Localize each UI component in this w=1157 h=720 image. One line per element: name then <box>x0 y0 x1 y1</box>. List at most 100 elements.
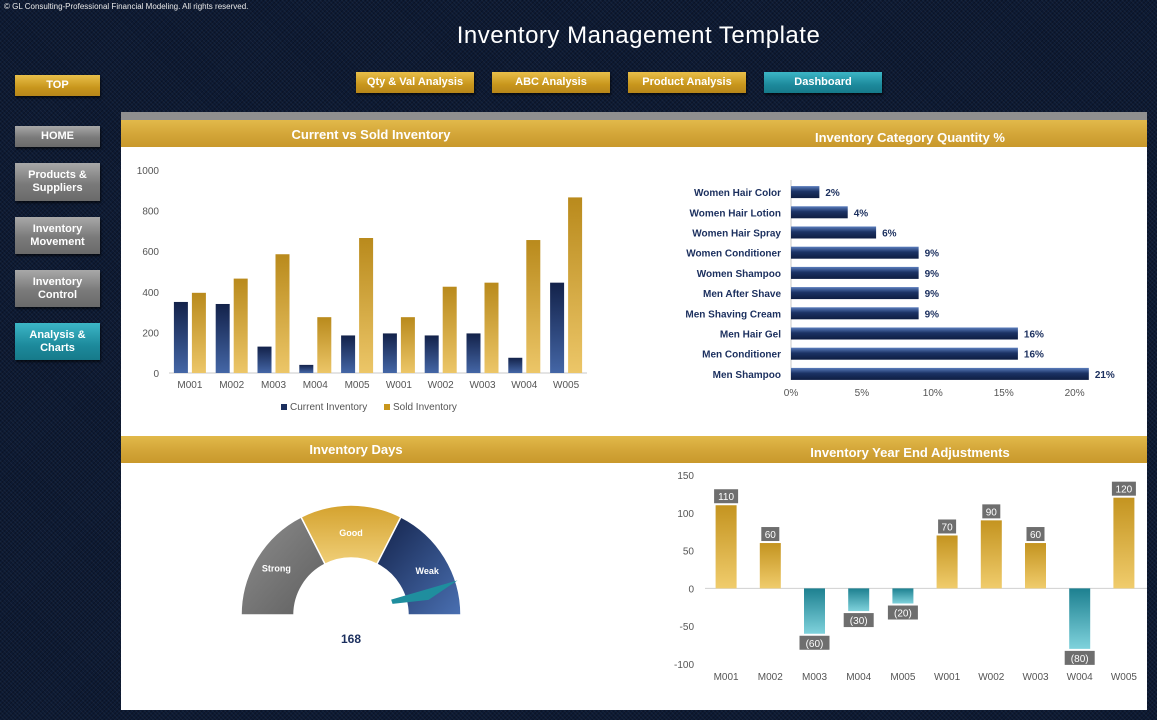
adjustment-value-label: 70 <box>942 522 954 533</box>
category-label: Men Shampoo <box>713 370 781 381</box>
category-bar <box>791 206 848 219</box>
x-tick-label: W002 <box>978 672 1005 683</box>
adjustment-label-box <box>799 635 830 650</box>
category-label: Women Hair Lotion <box>690 208 781 219</box>
adjustment-label-box <box>1111 481 1136 496</box>
year-end-adjustments-title: Inventory Year End Adjustments <box>810 445 1010 460</box>
y-tick-label: 100 <box>677 509 694 520</box>
adjustment-bar <box>936 535 958 589</box>
tab-product-analysis[interactable]: Product Analysis <box>628 72 746 93</box>
category-label: Women Hair Spray <box>692 229 781 240</box>
gauge-band-label: Strong <box>262 563 291 573</box>
products-suppliers-button[interactable]: Products & Suppliers <box>15 163 100 201</box>
x-tick-label: M001 <box>714 672 739 683</box>
category-label: Men Hair Gel <box>720 330 781 341</box>
adjustment-label-box <box>1064 650 1095 665</box>
tab-abc-analysis[interactable]: ABC Analysis <box>492 72 610 93</box>
adjustment-label-box <box>938 519 957 534</box>
x-tick-label: W005 <box>1111 672 1138 683</box>
adjustment-value-label: 90 <box>986 507 998 518</box>
chart-header-band-bottom <box>121 436 1147 463</box>
category-value-label: 9% <box>925 309 940 320</box>
adjustment-label-box <box>1026 527 1045 542</box>
bar-sold-inventory <box>233 278 248 373</box>
category-value-label: 4% <box>854 208 869 219</box>
home-button[interactable]: HOME <box>15 126 100 147</box>
adjustment-value-label: (30) <box>850 616 868 627</box>
panel-top-strip <box>121 112 1147 120</box>
x-tick-label: W004 <box>511 380 538 391</box>
inventory-movement-button[interactable]: Inventory Movement <box>15 217 100 254</box>
category-bar <box>791 226 877 239</box>
adjustment-bar <box>1113 497 1135 589</box>
category-value-label: 16% <box>1024 330 1044 341</box>
y-tick-label: 0 <box>153 369 159 380</box>
x-tick-label: W003 <box>469 380 496 391</box>
bar-current-inventory <box>466 333 481 373</box>
analysis-charts-button[interactable]: Analysis & Charts <box>15 323 100 360</box>
legend-current-inventory: Current Inventory <box>290 402 367 413</box>
bar-sold-inventory <box>442 286 457 373</box>
adjustment-value-label: (80) <box>1071 654 1089 665</box>
bar-current-inventory <box>550 282 565 373</box>
x-tick-label: W002 <box>428 380 455 391</box>
gauge-needle <box>391 580 458 604</box>
y-tick-label: -50 <box>680 622 695 633</box>
adjustment-bar <box>759 543 781 589</box>
category-quantity-chart: Women Hair Color 2% Women Hair Lotion 4% Wom… <box>685 180 1115 399</box>
gauge-band-label: Weak <box>416 566 440 576</box>
x-tick-label: M004 <box>846 672 871 683</box>
adjustment-bar <box>848 588 870 612</box>
adjustment-label-box <box>887 605 918 620</box>
adjustment-label-box <box>982 504 1001 519</box>
current-vs-sold-title: Current vs Sold Inventory <box>291 127 451 142</box>
adjustment-bar <box>1069 588 1091 649</box>
y-tick-label: 0 <box>688 584 694 595</box>
tab-dashboard[interactable]: Dashboard <box>764 72 882 93</box>
x-tick-label: W005 <box>553 380 580 391</box>
adjustment-bar <box>804 588 825 634</box>
bar-current-inventory <box>341 335 356 373</box>
bar-current-inventory <box>382 333 397 373</box>
y-tick-label: 200 <box>142 328 159 339</box>
x-tick-label: 5% <box>855 388 870 399</box>
adjustment-label-box <box>761 527 780 542</box>
adjustment-value-label: (60) <box>806 639 824 650</box>
x-tick-label: M004 <box>303 380 328 391</box>
category-bar <box>791 186 820 199</box>
category-value-label: 9% <box>925 269 940 280</box>
tab-qty-val-analysis[interactable]: Qty & Val Analysis <box>356 72 474 93</box>
y-tick-label: 400 <box>142 288 159 299</box>
bar-current-inventory <box>508 357 523 373</box>
category-bar <box>791 246 919 259</box>
y-tick-label: 800 <box>142 207 159 218</box>
bar-sold-inventory <box>400 317 415 373</box>
category-value-label: 16% <box>1024 350 1044 361</box>
bar-sold-inventory <box>568 197 583 373</box>
top-button[interactable]: TOP <box>15 75 100 96</box>
x-tick-label: 10% <box>923 388 943 399</box>
x-tick-label: 20% <box>1065 388 1085 399</box>
inventory-days-gauge: Strong Good Weak 168 <box>240 504 462 646</box>
bar-sold-inventory <box>484 282 499 373</box>
category-label: Women Conditioner <box>686 249 781 260</box>
adjustment-value-label: (20) <box>894 609 912 620</box>
legend-swatch-sold <box>384 404 390 410</box>
current-vs-sold-chart: 0 200 400 600 800 1000 M001 M002 M003 M004 M005 W00… <box>137 166 587 413</box>
bar-sold-inventory <box>317 317 332 373</box>
bar-sold-inventory <box>191 292 206 373</box>
adjustment-label-box <box>714 489 739 504</box>
x-tick-label: M001 <box>177 380 202 391</box>
adjustment-value-label: 120 <box>1116 485 1133 496</box>
category-label: Women Shampoo <box>697 269 781 280</box>
category-bar <box>791 266 919 279</box>
y-tick-label: 600 <box>142 247 159 258</box>
category-label: Men Shaving Cream <box>685 309 781 320</box>
x-tick-label: M002 <box>758 672 783 683</box>
adjustment-value-label: 60 <box>765 530 777 541</box>
category-bar <box>791 307 919 320</box>
adjustment-bar <box>1025 543 1046 589</box>
category-bar <box>791 347 1018 360</box>
inventory-control-button[interactable]: Inventory Control <box>15 270 100 307</box>
category-bar <box>791 327 1018 340</box>
